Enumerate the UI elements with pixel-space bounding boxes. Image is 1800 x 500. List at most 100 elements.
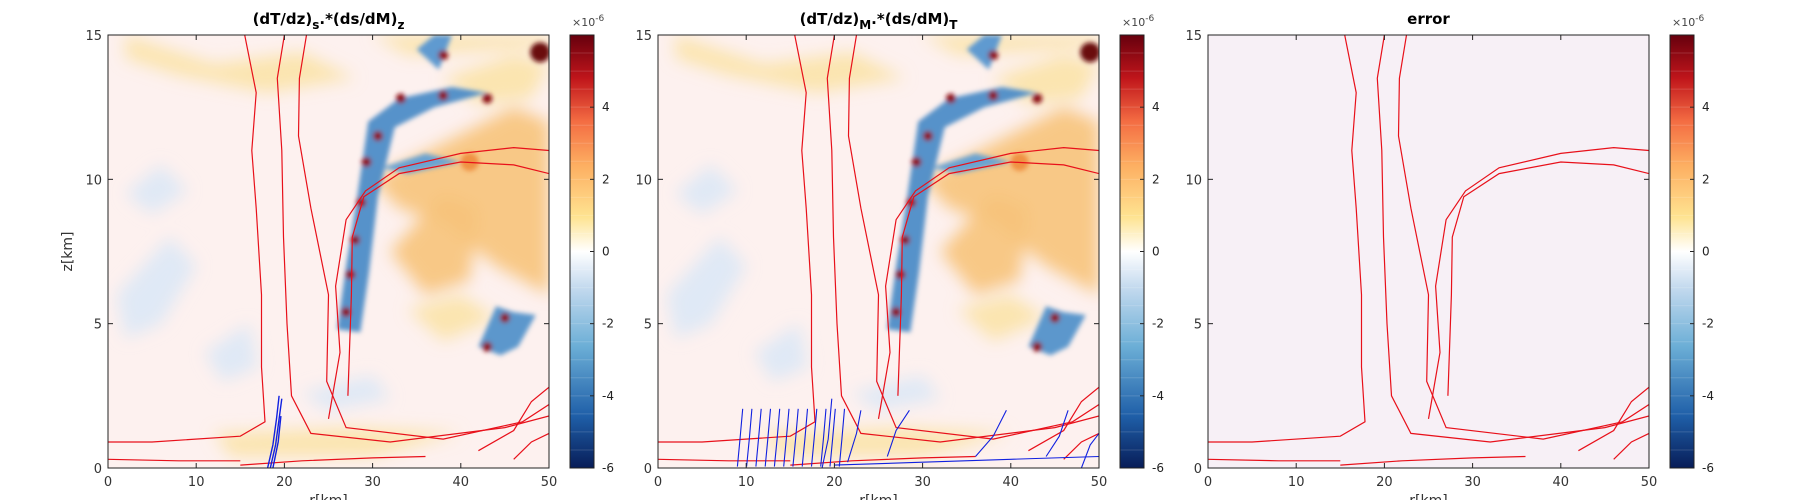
x-tick-label: 50 <box>541 475 558 490</box>
title-part: z <box>397 18 404 32</box>
warm-region <box>213 427 461 457</box>
x-tick-label: 0 <box>654 475 662 490</box>
colorbar-tick-label: 4 <box>1702 100 1710 114</box>
red-spot <box>988 50 999 61</box>
field-blobs <box>116 35 549 457</box>
warm-region <box>675 35 905 93</box>
red-contour-line <box>1340 455 1526 466</box>
x-tick-label: 40 <box>453 475 470 490</box>
warm-region <box>372 35 549 56</box>
red-contour-line <box>1613 432 1649 460</box>
colorbar-tick-label: 2 <box>602 172 610 186</box>
blue-contour-line <box>272 415 282 468</box>
cool-region <box>125 164 188 214</box>
blue-contour-line <box>821 398 833 468</box>
colorbar-tick-label: 0 <box>1702 245 1710 259</box>
x-tick-label: 20 <box>826 475 843 490</box>
red-spot <box>356 197 367 208</box>
red-spot <box>395 93 406 104</box>
exponent-value: -6 <box>1145 14 1154 24</box>
red-spot <box>1049 312 1060 323</box>
colorbar-tick-label: -6 <box>1702 461 1714 475</box>
y-tick-label: 0 <box>1194 462 1202 477</box>
red-spot <box>895 269 906 280</box>
cool-region <box>852 375 941 411</box>
colorbar-exponent: ×10-6 <box>1122 14 1154 29</box>
exponent-base: ×10 <box>572 16 595 29</box>
colorbar-tick-label: -4 <box>1702 389 1714 403</box>
y-tick-label: 10 <box>635 173 652 188</box>
title-part: .*(ds/dM) <box>319 10 397 28</box>
red-contour-line <box>826 35 1099 443</box>
title-part: s <box>312 18 319 32</box>
heatmap-field <box>108 35 549 468</box>
colorbar-tick-label: -6 <box>602 461 614 475</box>
colorbar-tick-label: -6 <box>1152 461 1164 475</box>
y-tick-label: 5 <box>94 318 102 333</box>
field-features <box>887 35 1099 356</box>
colorbar-tick-label: -2 <box>1152 317 1164 331</box>
blue-top <box>416 35 452 70</box>
title-part: (dT/dz) <box>800 10 860 28</box>
blue-contour-line <box>1080 433 1099 468</box>
blue-contour-line <box>838 408 846 467</box>
blue-contour-line <box>829 408 836 467</box>
x-tick-label: 40 <box>1553 475 1570 490</box>
panel-title: error <box>1407 10 1450 28</box>
red-spot <box>499 312 510 323</box>
colorbar-tick-label: 2 <box>1702 172 1710 186</box>
blue-contour-line <box>801 408 809 467</box>
blue-lower <box>1028 306 1086 356</box>
red-spot <box>945 93 956 104</box>
blue-band <box>337 87 488 333</box>
warm-region <box>957 294 1047 341</box>
y-tick-label: 15 <box>1185 29 1202 44</box>
panel-title: (dT/dz)M.*(ds/dM)T <box>800 10 959 32</box>
axes-box <box>657 34 1100 469</box>
blue-contour-line <box>847 410 862 463</box>
x-tick-label: 10 <box>1288 475 1305 490</box>
cool-region <box>675 164 738 214</box>
red-spot <box>922 131 933 142</box>
exponent-value: -6 <box>595 14 604 24</box>
blue-contour-line <box>269 398 283 468</box>
x-axis-label: r[km] <box>309 493 347 500</box>
blue-contours <box>736 398 1099 468</box>
red-contour-line <box>108 458 241 462</box>
red-spot <box>988 90 999 101</box>
panel-title: (dT/dz)s.*(ds/dM)z <box>253 10 405 32</box>
red-contour-line <box>1063 432 1099 460</box>
red-contour-line <box>658 458 791 462</box>
red-hotspot <box>530 42 549 63</box>
cool-region <box>116 237 197 339</box>
x-tick-label: 50 <box>1641 475 1658 490</box>
colorbar-tick-label: 2 <box>1152 172 1160 186</box>
x-axis-label: r[km] <box>1409 493 1447 500</box>
panel-2: 01020304050051015(dT/dz)M.*(ds/dM)Tr[km]… <box>635 10 1164 500</box>
blue-band <box>887 87 1038 333</box>
y-tick-label: 5 <box>1194 318 1202 333</box>
blue-contour-line <box>810 408 818 467</box>
colorbar-tick-label: -4 <box>1152 389 1164 403</box>
y-tick-label: 0 <box>644 462 652 477</box>
x-tick-label: 10 <box>188 475 205 490</box>
exponent-base: ×10 <box>1672 16 1695 29</box>
red-contour-line <box>1028 386 1099 452</box>
axes-box <box>1207 34 1650 469</box>
red-contour-line <box>1427 146 1649 420</box>
colorbar-exponent: ×10-6 <box>1672 14 1704 29</box>
cool-region <box>666 237 747 339</box>
x-tick-label: 20 <box>276 475 293 490</box>
blue-contour-line <box>755 408 762 467</box>
colorbar-tick-label: -4 <box>602 389 614 403</box>
x-tick-label: 30 <box>364 475 381 490</box>
y-tick-label: 10 <box>1185 173 1202 188</box>
colorbar-tick-label: -2 <box>1702 317 1714 331</box>
red-spot <box>438 90 449 101</box>
red-spot <box>345 269 356 280</box>
x-tick-label: 50 <box>1091 475 1108 490</box>
x-tick-label: 20 <box>1376 475 1393 490</box>
heatmap-field <box>658 35 1099 468</box>
warm-region <box>125 35 355 93</box>
